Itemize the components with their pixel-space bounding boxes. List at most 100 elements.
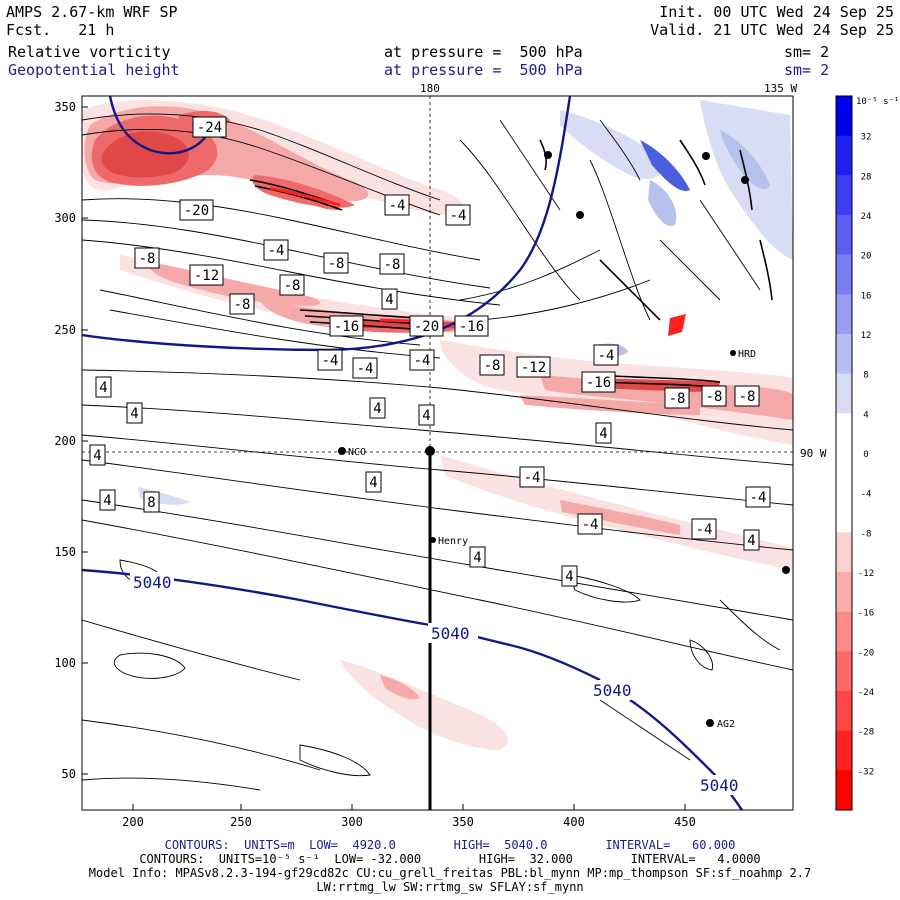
station-ag2: AG2 bbox=[706, 719, 735, 730]
colorbar-label: -32 bbox=[858, 767, 874, 777]
vorticity-label: -20 bbox=[179, 199, 214, 221]
vorticity-contours bbox=[82, 113, 793, 791]
colorbar-cell bbox=[836, 651, 852, 692]
vorticity-label: -8 bbox=[323, 252, 349, 274]
height-label: 5040 bbox=[431, 624, 470, 643]
vorticity-label: -4 bbox=[745, 486, 771, 508]
vorticity-label: 4 bbox=[561, 565, 578, 587]
colorbar-cell bbox=[836, 532, 852, 573]
marker-dot bbox=[741, 176, 749, 184]
colorbar-cell bbox=[836, 572, 852, 613]
station-hrd-label: HRD bbox=[738, 349, 756, 360]
svg-text:-20: -20 bbox=[184, 203, 209, 219]
colorbar-label: 4 bbox=[863, 410, 868, 420]
vorticity-label: -24 bbox=[192, 116, 227, 138]
x-tick-label: 200 bbox=[122, 815, 144, 829]
plot-frame bbox=[81, 95, 794, 811]
lon-135w-label: 135 W bbox=[764, 82, 798, 95]
colorbar-label: 16 bbox=[861, 291, 872, 301]
colorbar-cell bbox=[836, 413, 852, 454]
colorbar: 10⁻⁵ s⁻¹ 32 28 24 20 16 12 8 4 0 -4 -8 -12 -16 -20 -24… bbox=[835, 95, 899, 811]
svg-text:-4: -4 bbox=[524, 470, 541, 486]
vorticity-label: -8 bbox=[734, 385, 760, 407]
vorticity-label: -8 bbox=[701, 385, 727, 407]
svg-text:-20: -20 bbox=[414, 319, 439, 335]
vorticity-label: -4 bbox=[577, 513, 603, 535]
svg-text:4: 4 bbox=[385, 292, 393, 308]
svg-text:-8: -8 bbox=[484, 358, 501, 374]
vorticity-label: 4 bbox=[418, 404, 435, 426]
colorbar-cell bbox=[836, 611, 852, 652]
vorticity-label: -4 bbox=[263, 239, 289, 261]
colorbar-label: -4 bbox=[861, 490, 872, 500]
height-contour-labels: 5040 5040 5040 5040 bbox=[130, 572, 747, 795]
station-ag2-label: AG2 bbox=[717, 719, 735, 730]
svg-text:-8: -8 bbox=[669, 391, 686, 407]
plot-area: NCO Henry AG2 HRD 5040 bbox=[82, 96, 793, 810]
colorbar-label: 0 bbox=[863, 450, 868, 460]
vorticity-label: -20 bbox=[409, 315, 444, 337]
field2-name: Geopotential height bbox=[8, 61, 180, 79]
svg-text:-4: -4 bbox=[696, 522, 713, 538]
colorbar-cell bbox=[836, 135, 852, 176]
lon-180-label: 180 bbox=[420, 82, 440, 95]
colorbar-frame bbox=[835, 95, 853, 811]
marker-dot bbox=[544, 151, 552, 159]
svg-text:8: 8 bbox=[147, 495, 155, 511]
colorbar-cell bbox=[836, 691, 852, 732]
colorbar-label: 32 bbox=[861, 133, 872, 143]
svg-text:4: 4 bbox=[422, 408, 430, 424]
colorbar-cell bbox=[836, 96, 852, 137]
colorbar-cell bbox=[836, 294, 852, 335]
vorticity-label: 4 bbox=[469, 546, 486, 568]
y-tick-label: 200 bbox=[54, 434, 76, 448]
vorticity-label: 4 bbox=[381, 288, 398, 310]
y-tick-label: 350 bbox=[54, 100, 76, 114]
y-tick-label: 300 bbox=[54, 211, 76, 225]
vorticity-label: 4 bbox=[99, 489, 116, 511]
vorticity-label: 4 bbox=[595, 422, 612, 444]
colorbar-cell bbox=[836, 175, 852, 216]
x-tick-label: 450 bbox=[674, 815, 696, 829]
vorticity-label: -8 bbox=[664, 387, 690, 409]
colorbar-label: 12 bbox=[861, 331, 872, 341]
vorticity-label: -4 bbox=[691, 518, 717, 540]
svg-text:-12: -12 bbox=[194, 268, 219, 284]
svg-text:-16: -16 bbox=[586, 375, 611, 391]
svg-text:4: 4 bbox=[599, 426, 607, 442]
svg-text:-8: -8 bbox=[328, 256, 345, 272]
svg-text:4: 4 bbox=[99, 380, 107, 396]
vorticity-label: 4 bbox=[95, 376, 112, 398]
colorbar-labels: 32 28 24 20 16 12 8 4 0 -4 -8 -12 -16 -20 -24 -28 -32 bbox=[858, 133, 874, 778]
vorticity-label: 8 bbox=[143, 491, 160, 513]
svg-text:-16: -16 bbox=[459, 319, 484, 335]
svg-text:-8: -8 bbox=[234, 297, 251, 313]
colorbar-label: -20 bbox=[858, 648, 874, 658]
svg-text:4: 4 bbox=[130, 406, 138, 422]
svg-text:-8: -8 bbox=[739, 389, 756, 405]
colorbar-label: 20 bbox=[861, 252, 872, 262]
vorticity-label: -12 bbox=[189, 264, 224, 286]
station-henry-label: Henry bbox=[438, 536, 468, 547]
svg-text:-4: -4 bbox=[268, 243, 285, 259]
svg-text:-4: -4 bbox=[450, 208, 467, 224]
y-tick-label: 100 bbox=[54, 656, 76, 670]
colorbar-label: -24 bbox=[858, 688, 874, 698]
y-tick-label: 150 bbox=[54, 545, 76, 559]
colorbar-cell bbox=[836, 770, 852, 811]
svg-text:-4: -4 bbox=[582, 517, 599, 533]
svg-text:4: 4 bbox=[369, 475, 377, 491]
marker-dot bbox=[702, 152, 710, 160]
colorbar-label: -28 bbox=[858, 728, 874, 738]
svg-text:-4: -4 bbox=[357, 361, 374, 377]
edge-marker bbox=[782, 566, 790, 574]
svg-text:-8: -8 bbox=[384, 257, 401, 273]
field2-level: at pressure = 500 hPa bbox=[384, 61, 583, 79]
colorbar-cell bbox=[836, 730, 852, 771]
colorbar-label: -16 bbox=[858, 609, 874, 619]
height-label: 5040 bbox=[133, 573, 172, 592]
x-tick-label: 300 bbox=[341, 815, 363, 829]
svg-text:4: 4 bbox=[565, 569, 573, 585]
vorticity-label: -16 bbox=[454, 315, 489, 337]
